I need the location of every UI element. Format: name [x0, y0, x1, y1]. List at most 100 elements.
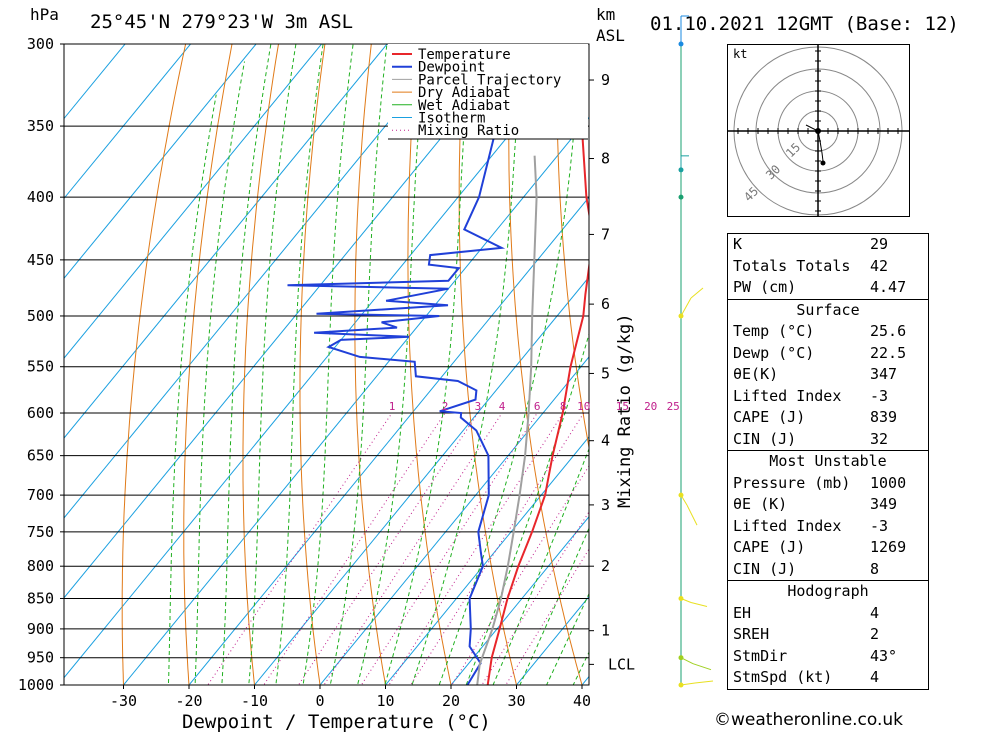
wind-barb	[680, 297, 692, 317]
mu-pressure-row: Pressure (mb) 1000	[728, 473, 928, 495]
mixing-ratio-label: 2	[442, 400, 449, 413]
pressure-tick-label: 700	[27, 486, 54, 504]
pressure-tick-label: 600	[27, 404, 54, 422]
pressure-tick-label: 1000	[18, 676, 54, 694]
stmdir-label: StmDir	[733, 646, 788, 665]
mixing-ratio-label: 1	[389, 400, 396, 413]
wet-adiabat-line	[411, 44, 522, 685]
surface-cape-label: CAPE (J)	[733, 408, 806, 426]
pressure-tick-label: 900	[27, 620, 54, 638]
pressure-tick-label: 400	[27, 188, 54, 206]
dry-adiabat-line	[957, 0, 1000, 711]
mixing-ratio-label: 25	[667, 400, 680, 413]
pw-label: PW (cm)	[733, 278, 797, 296]
parcel-trajectory	[476, 155, 538, 685]
km-tick-label: 5	[601, 364, 610, 382]
mixing-ratio-label: 20	[644, 400, 657, 413]
wind-barb	[680, 598, 692, 603]
wet-adiabat-line	[519, 526, 589, 685]
km-tick-label: 6	[601, 295, 610, 313]
isotherm-line	[188, 196, 589, 685]
surface-temp-row: Temp (°C) 25.6	[728, 321, 928, 343]
temperature-tick-label: -20	[175, 692, 202, 710]
temperature-tick-label: 30	[507, 692, 525, 710]
datetime-title: 01.10.2021 12GMT (Base: 12)	[650, 13, 959, 35]
surface-dewp-label: Dewp (°C)	[733, 343, 815, 362]
temperature-tick-label: 20	[442, 692, 460, 710]
legend-label: Dewpoint	[418, 60, 485, 76]
wet-adiabat-line	[194, 61, 245, 685]
mu-li-value: -3	[870, 516, 889, 535]
surface-cin-row: CIN (J) 32	[728, 429, 928, 451]
legend-label: Dry Adiabat	[418, 85, 511, 101]
hodograph-trace	[817, 130, 824, 162]
mu-li-label: Lifted Index	[733, 516, 842, 535]
km-tick-label: 8	[601, 150, 610, 168]
pressure-tick-label: 500	[27, 307, 54, 325]
temperature-tick-label: 10	[376, 692, 394, 710]
pressure-tick-label: 800	[27, 557, 54, 575]
mixing-ratio-line	[263, 412, 446, 685]
mixing-ratio-line	[388, 412, 564, 685]
wet-adiabat-line	[546, 592, 589, 685]
lcl-label: LCL	[608, 655, 635, 673]
isotherm-line	[64, 44, 192, 200]
temperature-tick-label: 0	[315, 692, 324, 710]
mu-cape-label: CAPE (J)	[733, 538, 806, 556]
mixing-ratio-line	[297, 412, 479, 685]
hodograph-ring-label: 15	[783, 140, 803, 160]
x-axis-label: Dewpoint / Temperature (°C)	[182, 711, 491, 733]
k-index-label: K	[733, 235, 743, 253]
km-unit: km	[596, 5, 615, 24]
wet-adiabat-line	[302, 44, 354, 685]
pressure-tick-label: 850	[27, 590, 54, 608]
wind-barb	[692, 663, 712, 671]
surface-dewp-value: 22.5	[870, 343, 907, 362]
pressure-tick-label: 450	[27, 251, 54, 269]
surface-theta-row: θE(K) 347	[728, 364, 928, 386]
pressure-unit: hPa	[30, 5, 59, 24]
mu-theta-label: θE (K)	[733, 495, 788, 513]
pw-row: PW (cm) 4.47	[728, 277, 928, 299]
km-tick-label: 7	[601, 225, 610, 243]
k-index-value: 29	[870, 235, 889, 253]
dry-adiabat-line	[242, 44, 280, 685]
surface-temp-value: 25.6	[870, 322, 907, 340]
dry-adiabat-line	[354, 44, 387, 685]
wet-adiabat-line	[465, 332, 589, 685]
eh-label: EH	[733, 603, 752, 622]
isotherm-line	[450, 515, 589, 685]
hodograph-ring-label: 45	[741, 184, 761, 204]
surface-theta-label: θE(K)	[733, 365, 779, 383]
surface-cin-label: CIN (J)	[733, 429, 797, 448]
dewpoint-profile	[287, 44, 506, 685]
stmspd-row: StmSpd (kt) 4	[728, 667, 928, 689]
surface-li-row: Lifted Index -3	[728, 386, 928, 408]
wet-adiabat-line	[329, 44, 388, 685]
isotherm-line	[64, 44, 126, 120]
wind-barb	[686, 504, 698, 526]
legend-label: Parcel Trajectory	[418, 72, 561, 88]
km-tick-label: 4	[601, 432, 610, 450]
copyright-link[interactable]: ©weatheronline.co.uk	[714, 710, 904, 730]
mixing-ratio-line	[451, 464, 589, 685]
legend-label: Isotherm	[418, 111, 485, 127]
stmdir-value: 43°	[870, 646, 898, 665]
pressure-tick-label: 750	[27, 523, 54, 541]
mixing-ratio-label: 4	[499, 400, 506, 413]
wind-barb	[690, 601, 708, 607]
temperature-tick-label: -30	[110, 692, 137, 710]
mixing-ratio-label: 10	[577, 400, 590, 413]
mixing-ratio-axis-label: Mixing Ratio (g/kg)	[615, 314, 635, 508]
surface-cape-row: CAPE (J) 839	[728, 407, 928, 429]
wet-adiabat-line	[275, 44, 324, 685]
hodograph-unit: kt	[733, 47, 747, 61]
surface-dewp-row: Dewp (°C) 22.5	[728, 343, 928, 365]
stmdir-row: StmDir 43°	[728, 646, 928, 668]
k-index-row: K 29	[728, 234, 928, 256]
isotherm-line	[64, 44, 257, 280]
dry-adiabat-line	[121, 44, 187, 685]
totals-totals-row: Totals Totals 42	[728, 256, 928, 278]
